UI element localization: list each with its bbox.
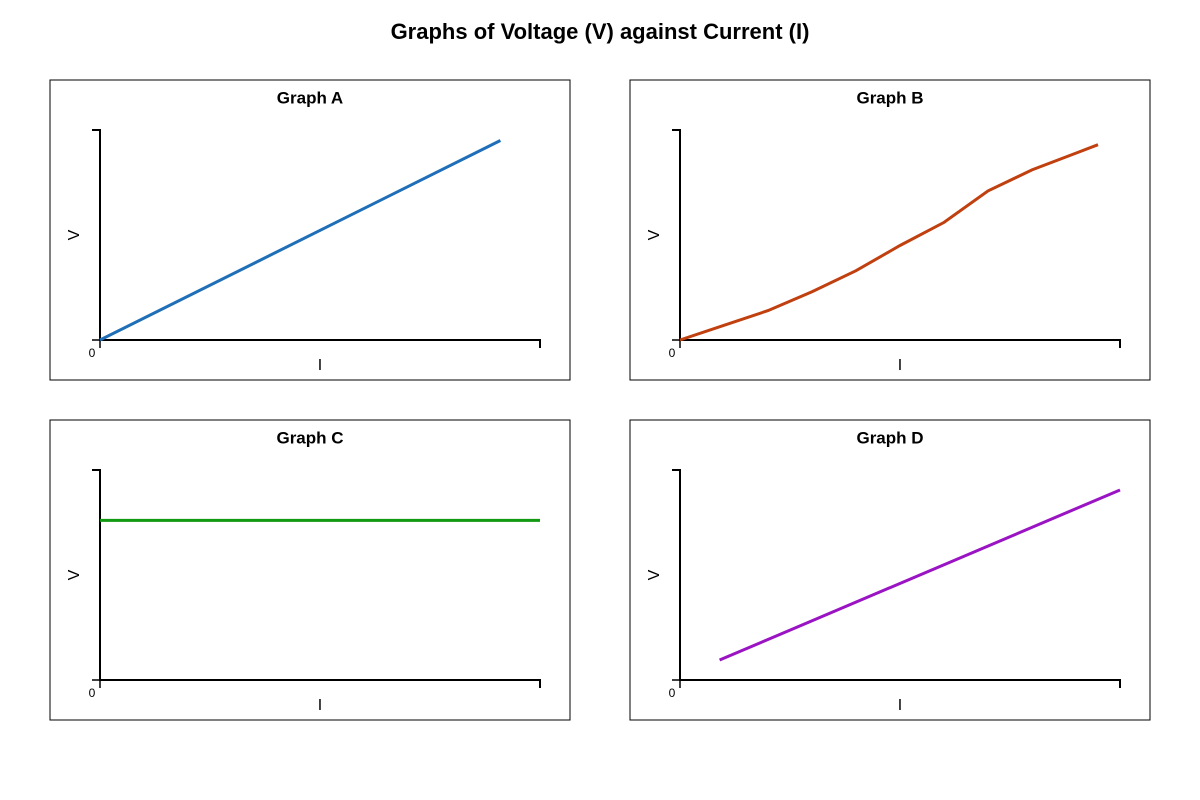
axes xyxy=(92,469,541,688)
y-axis-label: V xyxy=(646,229,663,240)
panel-frame xyxy=(49,419,571,721)
y-axis-label: V xyxy=(646,569,663,580)
axes xyxy=(92,129,541,348)
x-axis-label: I xyxy=(898,697,902,714)
x-tick-label: 0 xyxy=(669,346,676,360)
x-axis-label: I xyxy=(898,357,902,374)
panel-title: Graph C xyxy=(276,428,343,447)
data-line xyxy=(719,488,1121,662)
x-tick-label: 0 xyxy=(89,686,96,700)
y-axis-label: V xyxy=(66,569,83,580)
axes xyxy=(672,469,1121,688)
data-line xyxy=(679,143,1099,342)
panel-title: Graph D xyxy=(856,428,923,447)
x-tick-label: 0 xyxy=(89,346,96,360)
x-axis-label: I xyxy=(318,697,322,714)
x-axis-label: I xyxy=(318,357,322,374)
x-tick-label: 0 xyxy=(669,686,676,700)
panel-frame xyxy=(49,79,571,381)
panel-frame xyxy=(629,79,1151,381)
data-line xyxy=(99,139,502,342)
panel-frame xyxy=(629,419,1151,721)
page-title: Graphs of Voltage (V) against Current (I… xyxy=(391,19,810,44)
panel-title: Graph B xyxy=(856,88,923,107)
y-axis-label: V xyxy=(66,229,83,240)
panel-title: Graph A xyxy=(277,88,343,107)
